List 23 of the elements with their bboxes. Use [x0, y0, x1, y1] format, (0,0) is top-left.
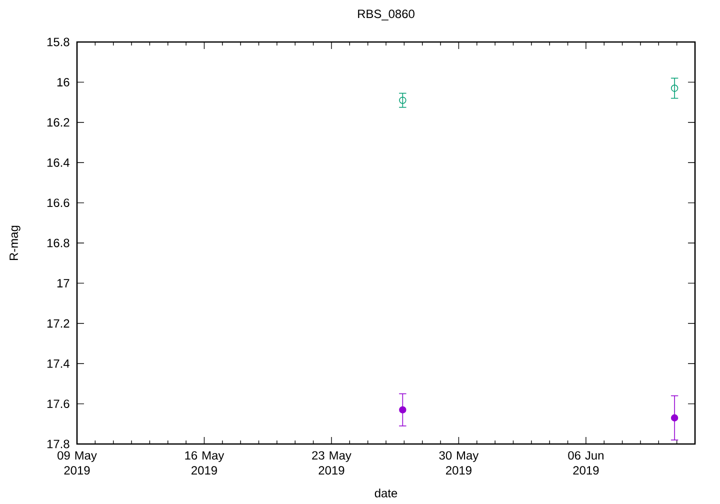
y-tick-label: 17.8 [47, 440, 70, 448]
y-tick-label: 16.6 [47, 198, 70, 208]
point [399, 406, 406, 414]
y-tick-label: 17.2 [47, 319, 70, 328]
y-tick-label: 15.8 [47, 38, 70, 46]
x-tick-label: 06 Jun 2019 [568, 451, 604, 475]
y-tick-label: 16.8 [47, 238, 70, 248]
x-tick-label: 30 May 2019 [439, 451, 479, 475]
point [670, 414, 678, 422]
point [670, 84, 678, 92]
y-tick-label: 17.6 [47, 400, 70, 408]
y-tick-label: 17 [57, 279, 70, 288]
x-tick-label: 16 May 2019 [185, 451, 224, 475]
y-tick-label: 16.4 [47, 158, 70, 167]
x-tick-label: 09 May 2019 [58, 451, 97, 475]
y-tick-label: 17.4 [47, 360, 70, 368]
x-axis-title: date [374, 488, 398, 498]
y-axis-title: R-mag [10, 226, 20, 260]
y-tick-label: 16.2 [47, 118, 70, 127]
point [399, 96, 406, 104]
x-tick-label: 23 May 2019 [312, 451, 352, 475]
chart-title: RBS_0860 [358, 10, 414, 20]
y-tick-label: 16 [57, 78, 70, 86]
